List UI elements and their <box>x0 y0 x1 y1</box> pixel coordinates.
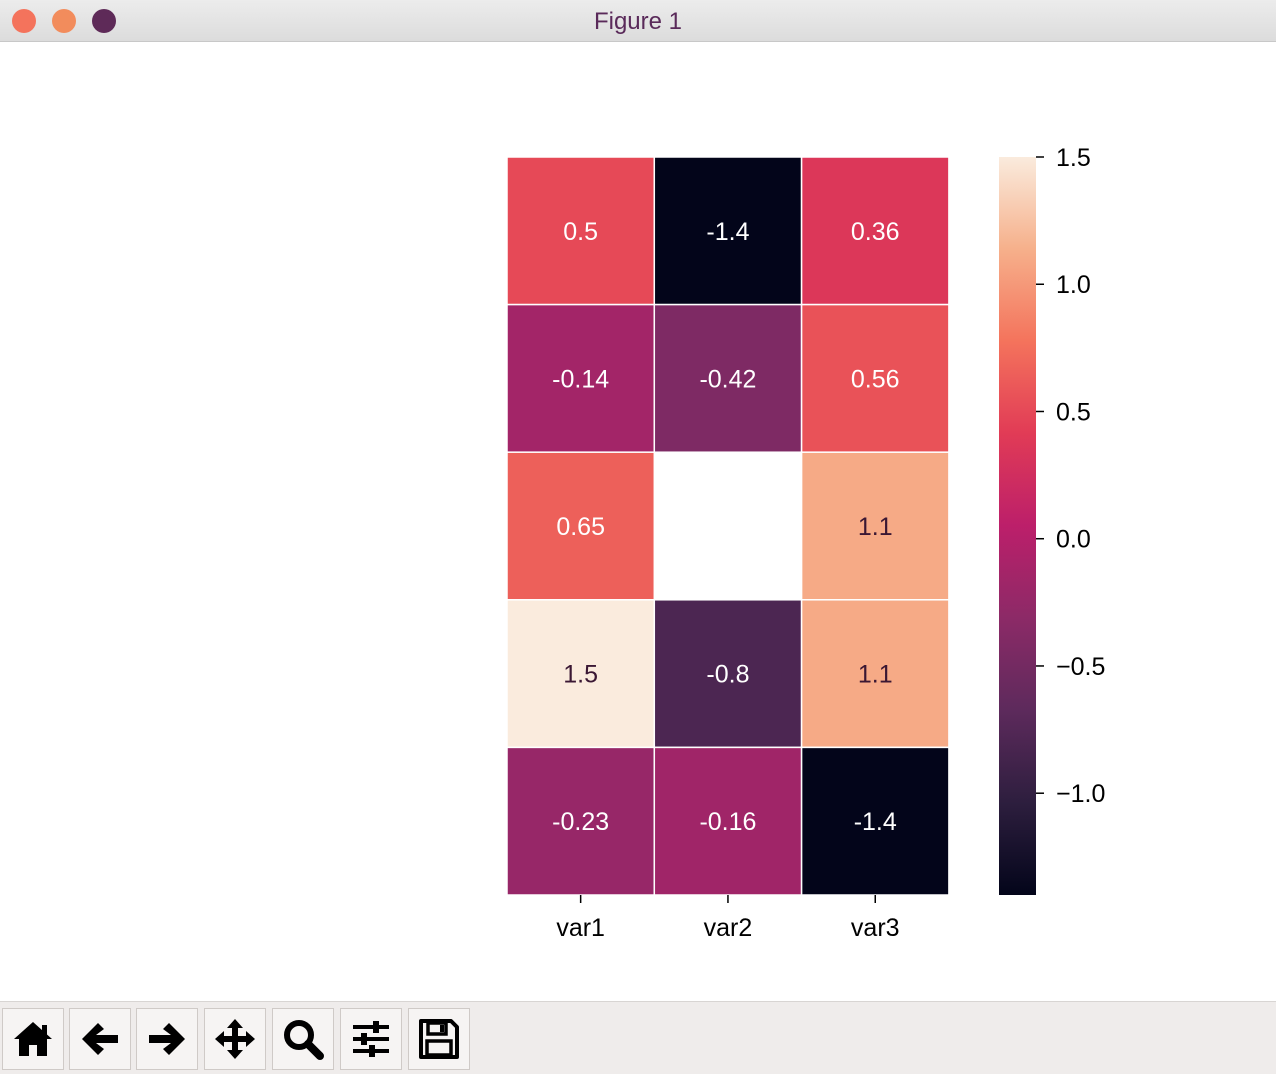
arrow-left-icon <box>82 1023 118 1055</box>
cell-annotation-r5-c2: -0.16 <box>699 808 756 836</box>
colorbar-tick-label: −0.5 <box>1056 653 1105 681</box>
heatmap-cell-r4-c3 <box>800 599 950 749</box>
figure-canvas[interactable]: 0.5 -1.4 0.36 -0.14 -0.42 0.56 0.65 1.1 1.5 -0.8 1… <box>0 43 1276 1001</box>
cell-annotation-r1-c3: 0.36 <box>851 218 900 246</box>
cell-annotation-r1-c2: -1.4 <box>706 218 749 246</box>
heatmap-cell-r3-c1 <box>506 451 656 601</box>
x-tick-label-var3: var3 <box>851 914 900 942</box>
colorbar: 1.5 1.0 0.5 0.0 −0.5 −1.0 <box>999 144 1105 895</box>
cell-annotation-r3-c1: 0.65 <box>556 513 605 541</box>
pan-button[interactable] <box>204 1008 266 1070</box>
colorbar-tick-label: 0.5 <box>1056 398 1091 426</box>
cell-annotation-r2-c2: -0.42 <box>699 365 756 393</box>
home-button[interactable] <box>2 1008 64 1070</box>
close-window-button[interactable] <box>12 9 36 33</box>
heatmap-cell-r4-c1 <box>506 599 656 749</box>
cell-annotation-r5-c1: -0.23 <box>552 808 609 836</box>
configure-subplots-button[interactable] <box>340 1008 402 1070</box>
x-tick-label-var2: var2 <box>704 914 753 942</box>
colorbar-tick-label: 0.0 <box>1056 526 1091 554</box>
colorbar-tick-label: −1.0 <box>1056 780 1105 808</box>
heatmap-cell-r5-c2 <box>653 746 803 896</box>
zoom-button[interactable] <box>272 1008 334 1070</box>
floppy-disk-icon <box>419 1019 459 1059</box>
colorbar-tick-label: 1.0 <box>1056 271 1091 299</box>
zoom-window-button[interactable] <box>92 9 116 33</box>
heatmap-cell-r2-c3 <box>800 303 950 453</box>
heatmap-cell-r4-c2 <box>653 599 803 749</box>
window-titlebar: Figure 1 <box>0 0 1276 42</box>
sliders-icon <box>353 1021 389 1057</box>
arrow-right-icon <box>149 1023 185 1055</box>
x-tick-label-var1: var1 <box>556 914 605 942</box>
forward-button[interactable] <box>136 1008 198 1070</box>
heatmap-cell-r5-c3 <box>800 746 950 896</box>
heatmap-chart: 0.5 -1.4 0.36 -0.14 -0.42 0.56 0.65 1.1 1.5 -0.8 1… <box>506 144 1105 942</box>
heatmap-cell-r2-c2 <box>653 303 803 453</box>
cell-annotation-r4-c3: 1.1 <box>858 661 893 689</box>
cell-annotation-r2-c3: 0.56 <box>851 365 900 393</box>
heatmap-cells: 0.5 -1.4 0.36 -0.14 -0.42 0.56 0.65 1.1 1.5 -0.8 1… <box>506 156 950 896</box>
cell-annotation-r4-c2: -0.8 <box>706 661 749 689</box>
cell-annotation-r1-c1: 0.5 <box>563 218 598 246</box>
home-icon <box>14 1022 52 1056</box>
move-icon <box>215 1019 255 1059</box>
cell-annotation-r5-c3: -1.4 <box>854 808 897 836</box>
heatmap-cell-r3-c3 <box>800 451 950 601</box>
save-button[interactable] <box>408 1008 470 1070</box>
back-button[interactable] <box>69 1008 131 1070</box>
colorbar-tick-label: 1.5 <box>1056 144 1091 172</box>
window-title: Figure 1 <box>593 8 683 35</box>
cell-annotation-r3-c3: 1.1 <box>858 513 893 541</box>
cell-annotation-r4-c1: 1.5 <box>563 661 598 689</box>
magnifier-icon <box>284 1020 324 1060</box>
cell-annotation-r2-c1: -0.14 <box>552 365 609 393</box>
minimize-window-button[interactable] <box>52 9 76 33</box>
navigation-toolbar <box>0 1001 1276 1074</box>
x-axis: var1 var2 var3 <box>556 895 900 942</box>
colorbar-gradient <box>999 157 1036 895</box>
